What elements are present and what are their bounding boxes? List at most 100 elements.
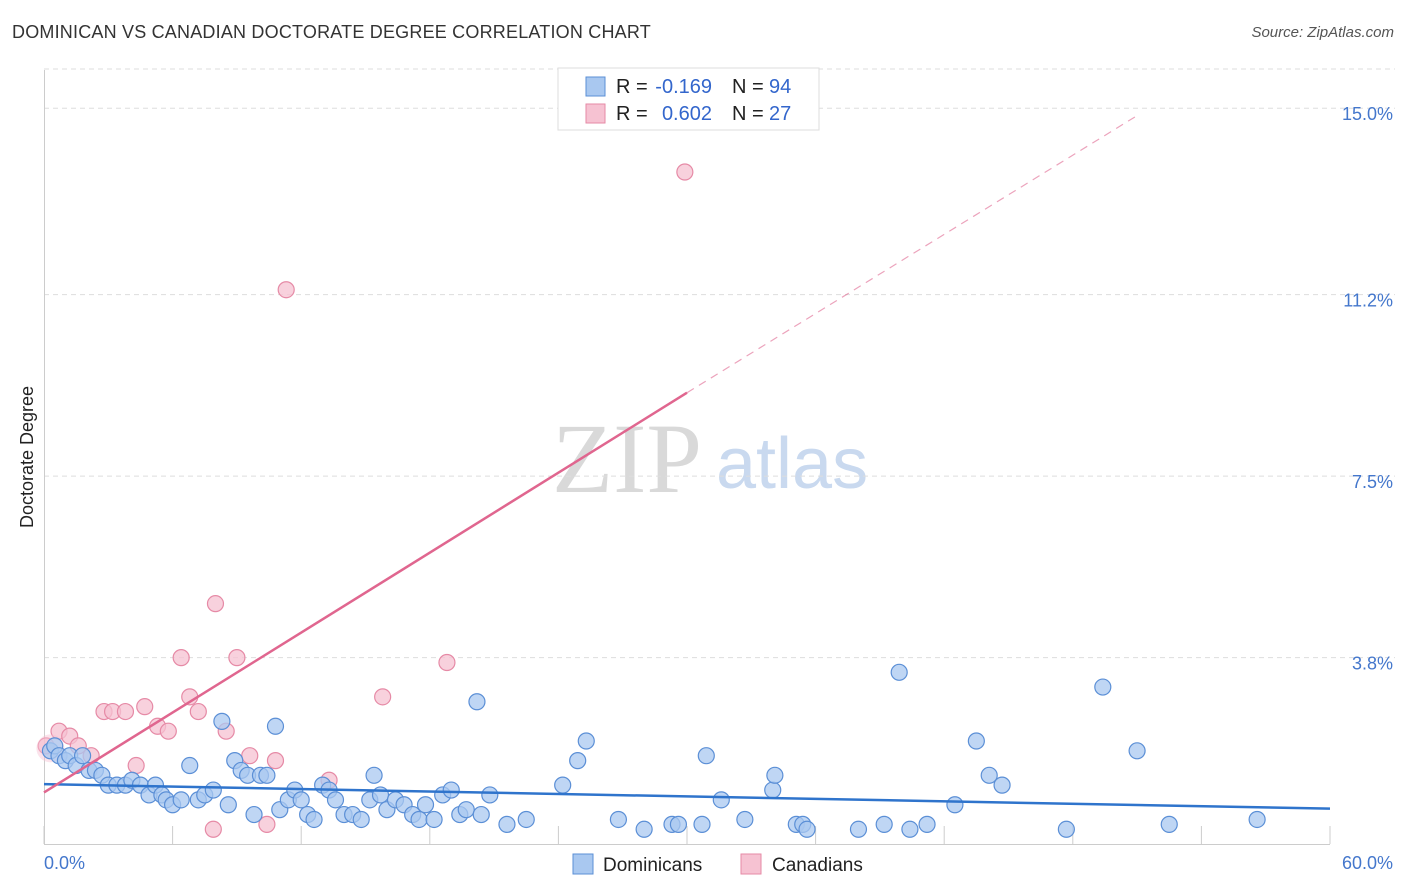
legend-r-value-blue: -0.169: [655, 76, 712, 98]
legend-n-label-pink: N =: [732, 103, 764, 125]
dominicans-point: [569, 752, 587, 770]
legend-swatch-pink: [585, 103, 606, 124]
dominicans-point: [635, 820, 653, 838]
canadians-point: [277, 281, 295, 299]
dominicans-point: [213, 712, 231, 730]
dominicans-point: [204, 781, 222, 799]
y-axis-label: Doctorate Degree: [17, 386, 37, 528]
legend-n-value-blue: 94: [769, 76, 791, 98]
dominicans-point: [442, 781, 460, 799]
canadians-point: [206, 595, 225, 613]
dominicans-point: [410, 810, 428, 829]
dominicans-point: [258, 766, 276, 784]
y-tick-label: 3.8%: [1352, 654, 1393, 674]
dominicans-point: [577, 732, 595, 750]
dominicans-point: [669, 815, 688, 833]
dominicans-point: [172, 791, 190, 809]
dominicans-point: [468, 693, 486, 711]
dominicans-point: [305, 810, 323, 829]
watermark-atlas: atlas: [716, 424, 868, 504]
canadians-point: [266, 752, 285, 770]
canadians-point: [374, 688, 392, 706]
trendlines: [43, 115, 1331, 810]
dominicans-point: [326, 791, 345, 809]
dominicans-point: [472, 805, 490, 824]
dominicans-point: [764, 781, 782, 799]
dominicans-points: [41, 663, 1266, 838]
dominicans-point: [245, 805, 263, 824]
dominicans-point: [901, 820, 919, 838]
dominicans-point: [1160, 815, 1178, 833]
canadians-point: [127, 756, 145, 775]
legend-r-label-blue: R =: [616, 76, 648, 98]
canadians-point: [228, 649, 246, 667]
canadians-trendline-extension: [686, 115, 1138, 394]
dominicans-point: [481, 786, 499, 804]
dominicans-point: [266, 717, 285, 735]
series-legend-swatch-canadians: [740, 853, 762, 875]
gridlines: [44, 68, 1395, 659]
legend-r-value-pink: 0.602: [662, 103, 712, 125]
dominicans-point: [181, 756, 199, 775]
canadians-point: [159, 722, 177, 740]
series-legend-label-canadians: Canadians: [772, 855, 863, 876]
series-legend-label-dominicans: Dominicans: [603, 855, 702, 876]
dominicans-point: [693, 815, 711, 833]
dominicans-point: [365, 766, 383, 784]
canadians-point: [258, 815, 276, 833]
canadians-point: [676, 163, 694, 181]
dominicans-point: [980, 766, 998, 784]
y-tick-label: 11.2%: [1343, 291, 1393, 311]
dominicans-point: [292, 791, 310, 809]
canadians-point: [189, 702, 207, 721]
dominicans-point: [457, 801, 475, 819]
dominicans-point: [736, 810, 754, 829]
dominicans-point: [946, 796, 964, 814]
watermark-zip: ZIP: [552, 403, 702, 514]
dominicans-point: [517, 810, 535, 829]
canadians-point: [438, 653, 456, 672]
dominicans-point: [890, 663, 908, 681]
legend-n-value-pink: 27: [769, 103, 791, 125]
dominicans-point: [219, 796, 237, 814]
y-tick-labels: 3.8% 7.5% 11.2% 15.0%: [1342, 104, 1393, 673]
dominicans-point: [1094, 678, 1112, 696]
series-legend: Dominicans Canadians: [572, 853, 863, 876]
legend-swatch-blue: [585, 76, 606, 97]
dominicans-point: [1128, 742, 1146, 760]
dominicans-trendline: [43, 782, 1331, 810]
dominicans-point: [352, 810, 370, 829]
stats-legend: R = -0.169 N = 94 R = 0.602 N = 27: [557, 67, 820, 131]
axes: [44, 70, 1330, 845]
chart-title: DOMINICAN VS CANADIAN DOCTORATE DEGREE C…: [12, 22, 651, 42]
chart-source: Source: ZipAtlas.com: [1251, 24, 1394, 41]
dominicans-point: [993, 776, 1011, 794]
dominicans-point: [967, 732, 985, 750]
dominicans-point: [766, 766, 784, 784]
dominicans-point: [498, 815, 516, 833]
y-tick-label: 7.5%: [1352, 472, 1393, 492]
dominicans-point: [697, 747, 715, 765]
dominicans-point: [1248, 810, 1266, 829]
dominicans-point: [1057, 820, 1075, 838]
dominicans-point: [73, 747, 92, 765]
canadians-point: [136, 698, 154, 716]
x-ticks: [43, 826, 1331, 844]
dominicans-point: [425, 810, 443, 829]
x-tick-label-max: 60.0%: [1342, 853, 1393, 873]
canadians-point: [204, 820, 222, 838]
canadians-point: [172, 649, 190, 667]
legend-r-label-pink: R =: [616, 103, 648, 125]
dominicans-point: [712, 791, 730, 809]
x-tick-label-min: 0.0%: [44, 853, 85, 873]
dominicans-point: [416, 796, 435, 814]
dominicans-point: [875, 815, 893, 833]
dominicans-point: [798, 820, 816, 838]
dominicans-point: [918, 815, 936, 833]
legend-n-label-blue: N =: [732, 76, 764, 98]
dominicans-point: [609, 810, 628, 829]
canadians-trendline: [43, 391, 688, 794]
canadians-point: [241, 747, 259, 765]
dominicans-point: [554, 776, 572, 794]
